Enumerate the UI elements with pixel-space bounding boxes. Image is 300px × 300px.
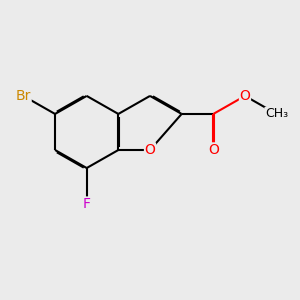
Text: Br: Br (16, 89, 31, 103)
Text: O: O (145, 143, 155, 157)
Text: O: O (208, 143, 219, 157)
Text: CH₃: CH₃ (265, 107, 288, 120)
Text: F: F (83, 197, 91, 211)
Text: O: O (239, 89, 250, 103)
